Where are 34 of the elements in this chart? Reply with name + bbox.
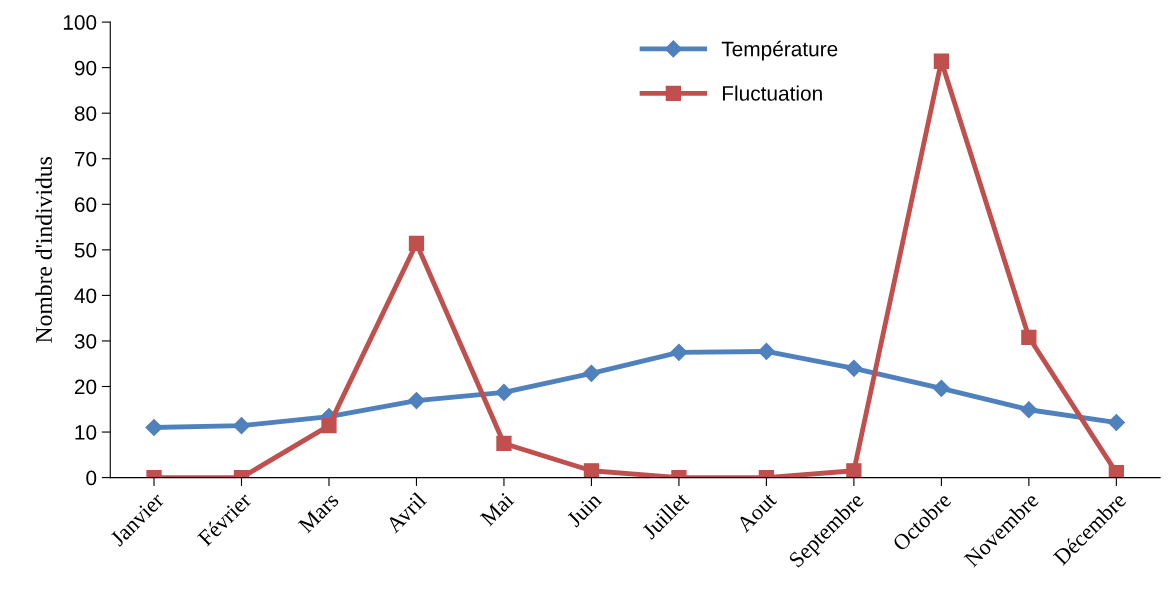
point: [845, 359, 863, 377]
y-tick-label: 40: [74, 288, 97, 304]
y-tick-label: 30: [74, 333, 97, 349]
x-tick-label: Juin: [566, 491, 603, 528]
point: [583, 463, 600, 478]
y-tick-label: 80: [74, 106, 97, 121]
y-tick-label: 0: [86, 470, 97, 486]
point: [1107, 413, 1125, 432]
y-axis-title: Nombre d'individus: [35, 157, 52, 343]
point: [846, 463, 862, 478]
y-tick-label: 20: [74, 379, 97, 395]
point: [321, 418, 337, 434]
legend-label: Température: [721, 40, 838, 61]
y-tick-label: 100: [63, 15, 97, 30]
point: [933, 53, 950, 69]
legend-label: Fluctuation: [722, 85, 822, 101]
point: [232, 417, 251, 435]
point: [1020, 401, 1038, 419]
y-tick-label: 50: [74, 242, 97, 258]
y-tick-label: 60: [74, 197, 97, 213]
point: [407, 392, 426, 410]
point: [670, 343, 688, 361]
y-tick-label: 10: [75, 425, 97, 440]
x-tick-label: Mai: [479, 491, 515, 527]
point: [145, 418, 163, 437]
y-tick-label: 70: [74, 151, 97, 167]
point: [932, 379, 950, 397]
point: [496, 435, 512, 452]
point: [1108, 464, 1124, 478]
y-tick-label: 90: [74, 60, 97, 76]
point: [408, 235, 425, 252]
point: [582, 364, 600, 382]
point: [1021, 329, 1037, 345]
point: [495, 383, 513, 401]
